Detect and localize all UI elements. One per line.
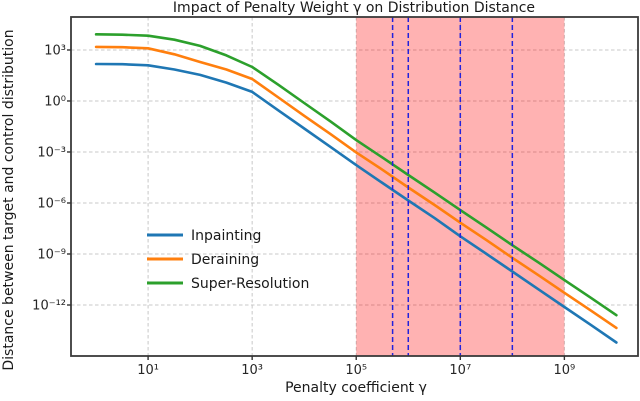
x-tick-label: 10¹ xyxy=(137,363,159,378)
series-line-inpainting xyxy=(94,62,618,344)
legend-label-super-resolution: Super-Resolution xyxy=(191,276,309,292)
chart-title: Impact of Penalty Weight γ on Distributi… xyxy=(173,0,535,16)
x-tick-label: 10³ xyxy=(241,363,263,378)
series-line-deraining xyxy=(94,45,618,330)
y-axis-label: Distance between target and control dist… xyxy=(1,29,17,370)
x-tick-label: 10⁹ xyxy=(553,363,575,378)
y-tick-label: 10⁻¹² xyxy=(32,298,66,313)
x-tick-label: 10⁵ xyxy=(345,363,367,378)
legend: Inpainting Deraining Super-Resolution xyxy=(147,228,309,292)
y-tick-label: 10⁻⁹ xyxy=(37,247,66,262)
legend-label-inpainting: Inpainting xyxy=(191,228,261,244)
series-layer xyxy=(94,32,618,344)
y-tick-label: 10³ xyxy=(44,43,66,58)
plot-border xyxy=(70,16,639,357)
vline-layer xyxy=(391,17,514,356)
y-tick-label: 10⁻³ xyxy=(37,145,66,160)
y-tick-label: 10⁻⁶ xyxy=(37,196,66,211)
axes-layer xyxy=(70,16,639,357)
x-axis-label: Penalty coefficient γ xyxy=(285,380,427,396)
y-tick-label: 10⁰ xyxy=(44,94,66,109)
legend-label-deraining: Deraining xyxy=(191,252,259,268)
x-tick-label: 10⁷ xyxy=(449,363,471,378)
tick-layer: 10¹ 10³ 10⁵ 10⁷ 10⁹ 10³ 10⁰ 10⁻³ 10⁻⁶ 10⁻⁹ 10⁻¹² xyxy=(32,43,575,378)
series-line-super-resolution xyxy=(94,32,618,317)
